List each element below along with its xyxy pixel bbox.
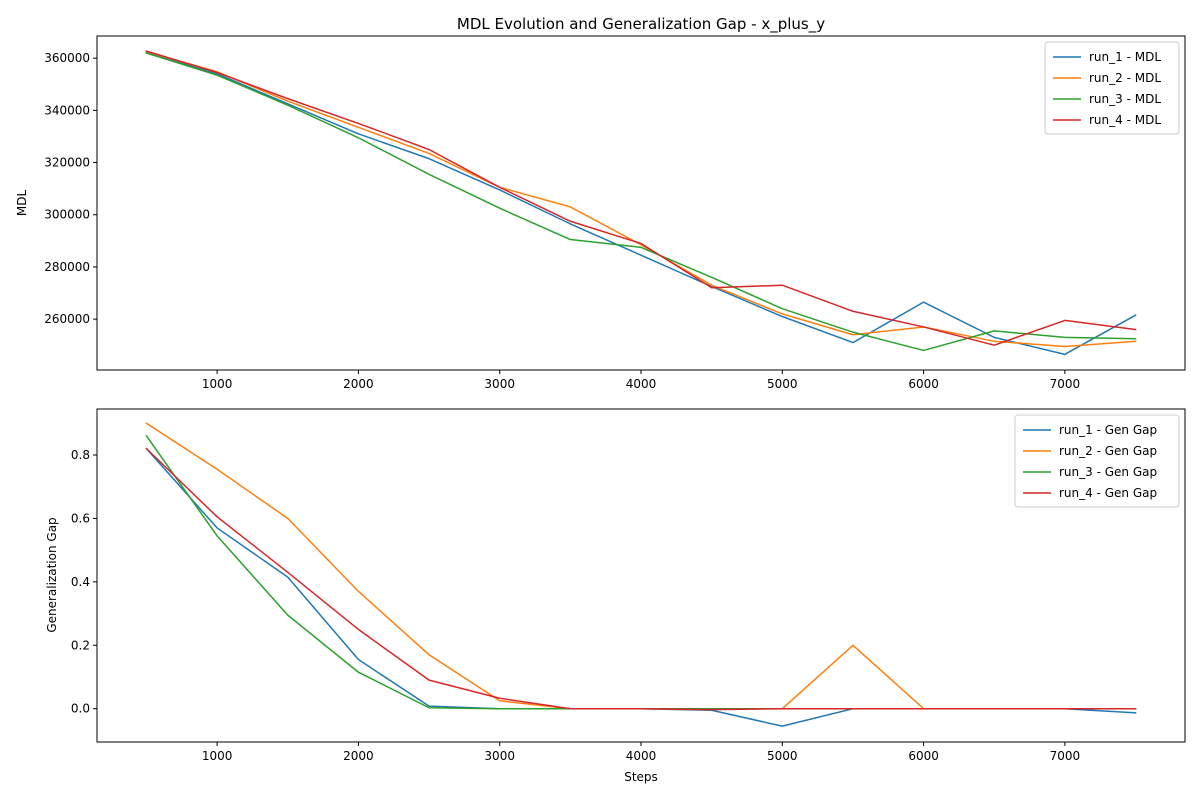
gen-gap-y-tick-label: 0.8: [71, 448, 90, 462]
gen-gap-series-line-1: [145, 447, 1137, 727]
mdl-panel: 1000 2000 3000 4000 5000 6000 7000 260000 28000…: [15, 35, 1186, 391]
gen-gap-legend-entry: run_2 - Gen Gap: [1059, 444, 1157, 458]
mdl-series-line-1: [145, 52, 1137, 356]
gen-gap-legend-entry: run_1 - Gen Gap: [1059, 423, 1157, 437]
chart-title: MDL Evolution and Generalization Gap - x…: [457, 15, 825, 34]
mdl-legend-entry: run_2 - MDL: [1089, 71, 1161, 85]
mdl-y-tick-label: 360000: [44, 51, 90, 65]
mdl-series-line-4: [145, 50, 1137, 346]
gen-gap-x-tick-label: 5000: [767, 749, 798, 763]
gen-gap-y-ticks: 0.0 0.2 0.4 0.6 0.8: [71, 448, 97, 716]
gen-gap-y-tick-label: 0.4: [71, 575, 90, 589]
mdl-legend-entry: run_3 - MDL: [1089, 92, 1161, 106]
mdl-legend-entry: run_4 - MDL: [1089, 113, 1161, 127]
gen-gap-panel: 1000 2000 3000 4000 5000 6000 7000 0.00.20.40.…: [45, 408, 1186, 784]
mdl-y-tick-label: 260000: [44, 312, 90, 326]
mdl-x-tick-label: 1000: [202, 377, 233, 391]
gen-gap-legend-entry: run_3 - Gen Gap: [1059, 465, 1157, 479]
mdl-y-tick-label: 340000: [44, 103, 90, 117]
mdl-legend-box: [1044, 41, 1180, 135]
gen-gap-y-tick-label: 0.2: [71, 638, 90, 652]
gen-gap-legend-entry: run_4 - Gen Gap: [1059, 486, 1157, 500]
mdl-axes-frame: [96, 35, 1186, 371]
gen-gap-x-tick-label: 6000: [908, 749, 939, 763]
gen-gap-x-tick-label: 1000: [202, 749, 233, 763]
gen-gap-x-tick-label: 4000: [626, 749, 657, 763]
gen-gap-legend-box: [1014, 414, 1180, 508]
mdl-y-tick-label: 320000: [44, 156, 90, 170]
mdl-lines: [145, 50, 1137, 356]
mdl-series-line-2: [145, 50, 1137, 348]
mdl-x-tick-label: 6000: [908, 377, 939, 391]
mdl-x-tick-label: 5000: [767, 377, 798, 391]
gen-gap-series-line-4: [145, 447, 1137, 711]
mdl-legend-entry: run_1 - MDL: [1089, 50, 1161, 64]
x-axis-label: Steps: [624, 770, 658, 784]
gen-gap-x-tick-label: 7000: [1050, 749, 1081, 763]
mdl-x-tick-label: 3000: [484, 377, 515, 391]
mdl-x-ticks: 1000 2000 3000 4000 5000 6000 7000: [202, 370, 1080, 391]
gen-gap-y-tick-label: 0.0: [71, 702, 90, 716]
gen-gap-legend: run_1 - Gen Gap run_2 - Gen Gap run_3 - Ge…: [1014, 414, 1180, 508]
gen-gap-series-line-2: [145, 422, 1137, 710]
mdl-x-tick-label: 2000: [343, 377, 374, 391]
mdl-x-tick-label: 7000: [1050, 377, 1081, 391]
mdl-y-axis-label: MDL: [15, 190, 29, 217]
gen-gap-y-axis-label: Generalization Gap: [45, 517, 59, 632]
mdl-series-line-3: [145, 52, 1137, 352]
mdl-x-tick-label: 4000: [626, 377, 657, 391]
gen-gap-x-ticks: 1000 2000 3000 4000 5000 6000 7000: [202, 742, 1080, 763]
gen-gap-series-line-3: [145, 434, 1137, 710]
mdl-legend: run_1 - MDL run_2 - MDL run_3 - MDL run_4 -…: [1044, 41, 1180, 135]
gen-gap-x-tick-label: 3000: [484, 749, 515, 763]
mdl-y-ticks: 260000 280000 300000 320000 340000 360000: [44, 51, 97, 326]
mdl-y-tick-label: 300000: [44, 208, 90, 222]
gen-gap-x-tick-label: 2000: [343, 749, 374, 763]
gen-gap-lines: [145, 422, 1137, 727]
gen-gap-y-tick-label: 0.6: [71, 511, 90, 525]
mdl-y-tick-label: 280000: [44, 260, 90, 274]
